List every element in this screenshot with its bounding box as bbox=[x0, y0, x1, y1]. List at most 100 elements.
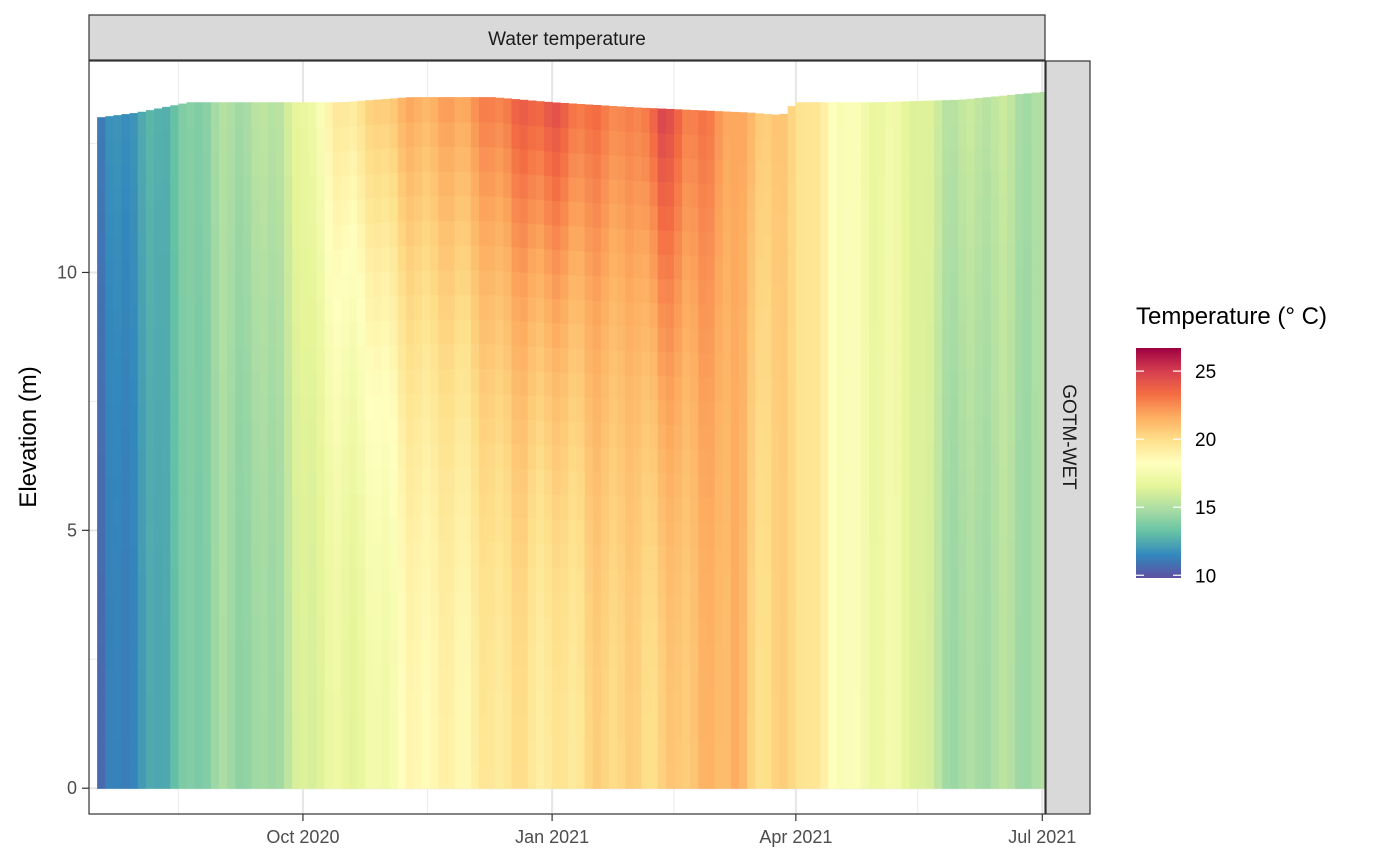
heat-cell bbox=[210, 347, 220, 373]
heat-cell bbox=[730, 401, 740, 427]
heat-cell bbox=[828, 420, 838, 446]
heat-cell bbox=[933, 370, 943, 396]
heat-cell bbox=[446, 195, 456, 222]
heat-cell bbox=[982, 640, 992, 666]
heat-cell bbox=[657, 157, 667, 183]
heat-cell bbox=[210, 739, 220, 765]
heat-cell bbox=[145, 352, 155, 378]
heat-cell bbox=[763, 210, 773, 235]
heat-cell bbox=[162, 496, 171, 522]
heat-cell bbox=[942, 591, 951, 617]
heat-cell bbox=[462, 269, 472, 296]
heat-cell bbox=[535, 493, 545, 519]
heat-cell bbox=[470, 97, 480, 123]
heat-cell bbox=[543, 616, 553, 642]
heat-cell bbox=[860, 739, 870, 765]
heat-cell bbox=[682, 400, 691, 426]
heat-cell bbox=[779, 210, 789, 235]
heat-cell bbox=[560, 274, 569, 300]
heat-cell bbox=[389, 689, 399, 715]
legend-tick-label: 25 bbox=[1195, 362, 1216, 383]
heat-cell bbox=[738, 498, 748, 524]
heat-cell bbox=[202, 543, 212, 569]
heat-cell bbox=[771, 764, 781, 789]
heat-cell bbox=[657, 594, 667, 619]
heat-cell bbox=[495, 516, 504, 543]
heat-cell bbox=[844, 616, 854, 642]
heat-cell bbox=[812, 420, 821, 446]
heat-cell bbox=[145, 715, 155, 741]
heat-cell bbox=[121, 186, 131, 212]
heat-cell bbox=[478, 121, 488, 148]
heat-cell bbox=[283, 102, 293, 128]
heat-cell bbox=[470, 689, 480, 715]
heat-cell bbox=[755, 715, 764, 741]
heat-cell bbox=[600, 105, 610, 131]
heat-cell bbox=[487, 121, 496, 148]
heat-cell bbox=[803, 543, 813, 569]
heat-cell bbox=[202, 322, 212, 348]
heat-cell bbox=[137, 256, 147, 282]
heat-cell bbox=[958, 247, 968, 273]
heat-cell bbox=[942, 468, 951, 494]
heat-cell bbox=[511, 271, 521, 297]
heat-cell bbox=[243, 763, 253, 789]
heat-cell bbox=[1039, 91, 1045, 118]
heat-cell bbox=[275, 102, 285, 128]
heat-cell bbox=[568, 103, 578, 129]
heat-cell bbox=[251, 641, 261, 667]
heat-cell bbox=[129, 185, 139, 211]
heat-cell bbox=[324, 494, 334, 520]
heat-cell bbox=[836, 494, 846, 520]
heat-cell bbox=[113, 307, 123, 333]
heat-cell bbox=[543, 567, 553, 593]
heat-cell bbox=[332, 249, 342, 275]
heat-cell bbox=[357, 567, 366, 593]
heat-cell bbox=[771, 475, 781, 501]
heat-cell bbox=[803, 420, 813, 446]
heat-cell bbox=[235, 175, 244, 201]
heat-cell bbox=[600, 446, 610, 472]
heat-cell bbox=[917, 567, 927, 593]
heat-cell bbox=[178, 470, 188, 496]
heat-cell bbox=[665, 254, 675, 280]
heat-cell bbox=[535, 665, 545, 691]
heat-cell bbox=[430, 738, 439, 765]
heat-cell bbox=[397, 615, 407, 641]
heat-cell bbox=[868, 249, 878, 275]
heat-cell bbox=[608, 106, 618, 131]
heat-cell bbox=[243, 518, 253, 544]
heat-cell bbox=[909, 150, 919, 176]
heat-cell bbox=[747, 281, 756, 307]
heat-cell bbox=[113, 692, 123, 717]
heat-cell bbox=[844, 641, 854, 667]
heat-cell bbox=[755, 740, 764, 765]
heat-cell bbox=[649, 132, 659, 158]
heat-cell bbox=[235, 420, 244, 446]
heat-cell bbox=[576, 446, 586, 472]
heat-cell bbox=[495, 147, 504, 173]
heat-cell bbox=[763, 113, 773, 139]
heat-cell bbox=[803, 616, 813, 642]
heat-cell bbox=[803, 396, 813, 422]
heat-cell bbox=[186, 616, 196, 642]
heat-cell bbox=[153, 496, 163, 522]
heat-cell bbox=[877, 420, 886, 446]
heat-cell bbox=[422, 442, 431, 468]
heat-cell bbox=[917, 469, 927, 495]
heat-cell bbox=[438, 640, 448, 666]
heat-cell bbox=[113, 259, 123, 285]
heat-cell bbox=[430, 97, 439, 123]
heat-cell bbox=[592, 300, 602, 326]
heat-cell bbox=[227, 641, 236, 667]
heat-cell bbox=[795, 298, 805, 324]
heat-cell bbox=[413, 245, 423, 271]
heat-cell bbox=[787, 690, 797, 716]
heat-cell bbox=[413, 195, 423, 222]
heat-cell bbox=[267, 273, 277, 299]
heat-cell bbox=[958, 468, 968, 494]
heat-cell bbox=[292, 249, 301, 275]
heat-cell bbox=[535, 174, 545, 200]
heat-cell bbox=[584, 202, 594, 228]
heat-cell bbox=[446, 689, 456, 715]
